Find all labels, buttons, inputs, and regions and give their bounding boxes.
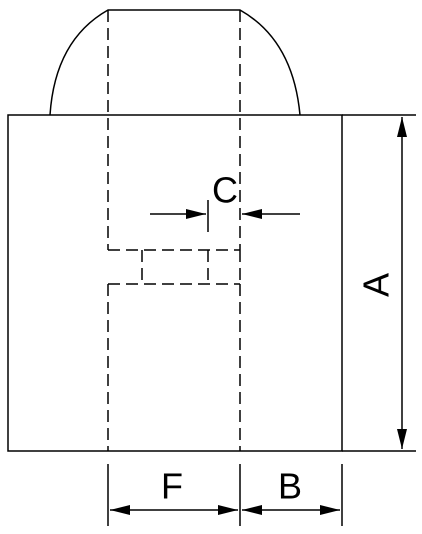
dim-c-label: C bbox=[212, 170, 238, 211]
dimension-c bbox=[150, 200, 300, 232]
dimension-a bbox=[342, 114, 416, 452]
body-outline bbox=[7, 114, 343, 452]
hidden-lines bbox=[107, 10, 241, 451]
dim-f-label: F bbox=[161, 466, 183, 507]
dimension-bottom bbox=[107, 464, 343, 526]
dome-cap bbox=[49, 9, 301, 116]
dim-b-label: B bbox=[278, 466, 302, 507]
dim-a-label: A bbox=[356, 273, 397, 297]
